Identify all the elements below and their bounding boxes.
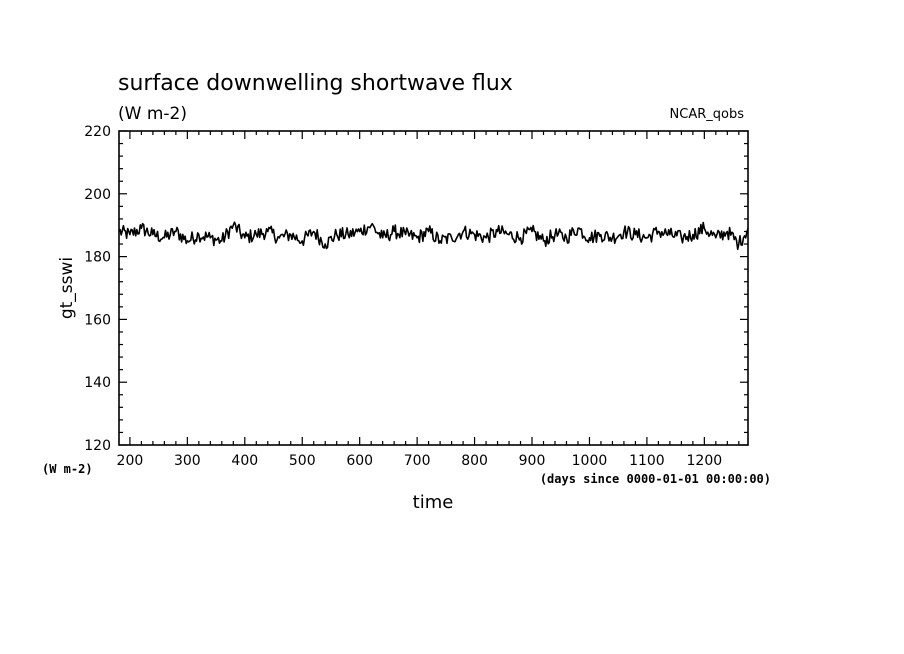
y-tick-label: 140 xyxy=(84,375,111,391)
x-tick-label: 1200 xyxy=(687,453,723,469)
x-tick-label: 300 xyxy=(174,453,201,469)
x-tick-label: 600 xyxy=(346,453,373,469)
chart-subtitle: (W m-2) xyxy=(118,104,187,124)
y-axis-ticks xyxy=(119,130,748,446)
plot-frame xyxy=(118,130,749,446)
x-tick-label: 1000 xyxy=(572,453,608,469)
y-tick-label: 120 xyxy=(84,438,111,454)
y-tick-label: 220 xyxy=(84,124,111,140)
x-axis-tick-labels: 200 300 400 500 600 700 800 900 1000 1100 1200 xyxy=(117,453,723,469)
x-tick-label: 800 xyxy=(461,453,488,469)
y-tick-label: 180 xyxy=(84,250,111,266)
y-axis-tick-labels: 120 140 160 180 200 220 xyxy=(84,124,111,454)
x-tick-label: 700 xyxy=(404,453,431,469)
x-tick-label: 1100 xyxy=(629,453,665,469)
x-tick-label: 900 xyxy=(519,453,546,469)
source-label: NCAR_qobs xyxy=(670,107,745,122)
x-tick-label: 500 xyxy=(289,453,316,469)
series-line xyxy=(118,221,749,251)
chart-title: surface downwelling shortwave flux xyxy=(118,71,513,96)
x-axis-label: time xyxy=(413,492,454,513)
y-tick-label: 160 xyxy=(84,312,111,328)
y-axis-units: (W m-2) xyxy=(42,462,93,476)
y-tick-label: 200 xyxy=(84,187,111,203)
x-axis-units: (days since 0000-01-01 00:00:00) xyxy=(540,472,771,486)
x-tick-label: 200 xyxy=(117,453,144,469)
x-axis-ticks xyxy=(129,131,740,445)
y-axis-label: gt_sswi xyxy=(57,257,77,319)
x-tick-label: 400 xyxy=(231,453,258,469)
